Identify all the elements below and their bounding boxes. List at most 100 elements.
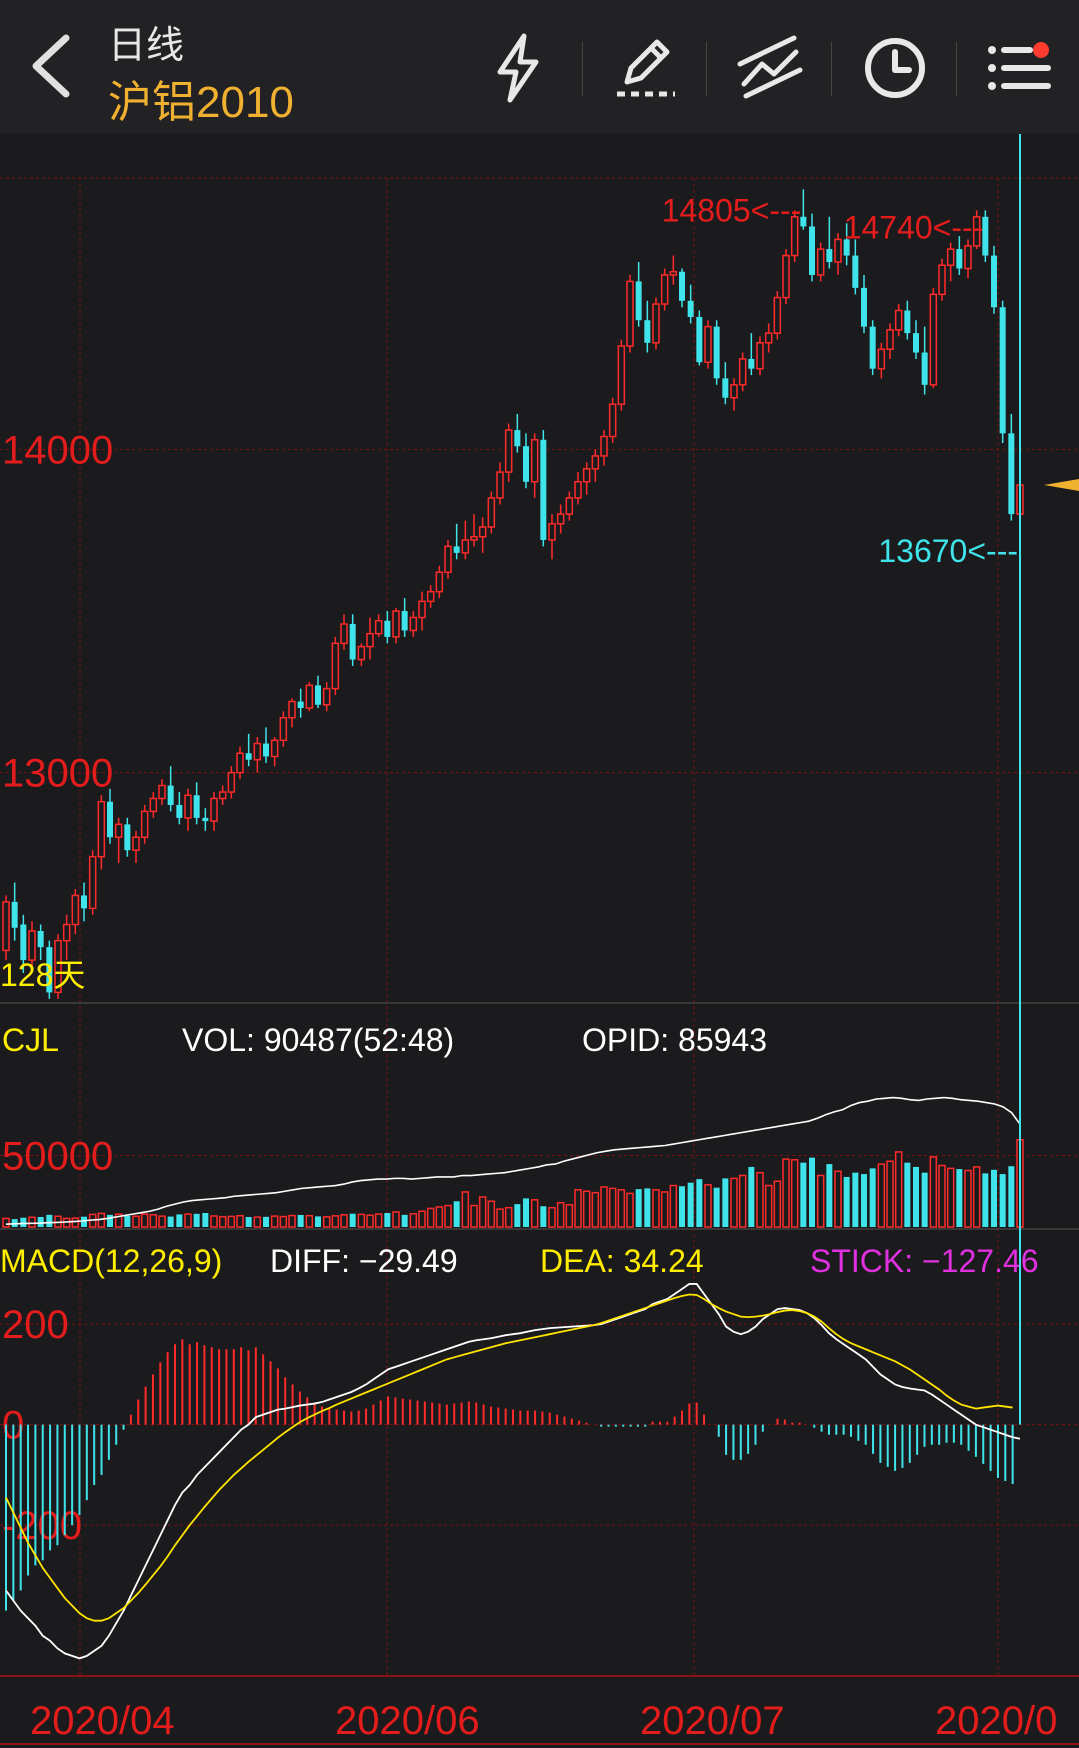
candle — [487, 497, 496, 528]
candle — [478, 526, 487, 538]
candle — [114, 823, 123, 839]
candle — [730, 384, 738, 399]
volume-bar — [288, 1214, 296, 1228]
candle — [913, 333, 919, 353]
candle — [972, 216, 981, 247]
candle — [904, 310, 911, 334]
volume-bar — [504, 1206, 513, 1228]
volume-bar — [46, 1214, 53, 1227]
volume-bar — [435, 1206, 444, 1228]
toolbar-divider — [956, 42, 957, 96]
y-tick-label: 50000 — [2, 1135, 113, 1179]
back-chevron-icon — [32, 34, 70, 98]
candle — [738, 358, 747, 386]
volume-bar — [669, 1184, 678, 1228]
candle — [816, 248, 825, 276]
candle — [556, 513, 565, 525]
volume-bar — [270, 1215, 279, 1228]
candle — [409, 616, 418, 632]
candle — [929, 293, 938, 386]
candle — [158, 784, 166, 800]
candle — [982, 216, 989, 256]
candle — [297, 701, 304, 708]
volume-bar — [107, 1214, 113, 1227]
macd-stick-value: STICK: −127.46 — [810, 1243, 1039, 1279]
candle — [843, 239, 850, 256]
macd-diff-line — [5, 1283, 1021, 1660]
candle — [46, 947, 53, 993]
candle — [349, 623, 356, 660]
volume-bar — [704, 1184, 712, 1228]
candle — [227, 771, 236, 793]
volume-bar — [384, 1212, 391, 1227]
menu-button[interactable] — [980, 28, 1060, 108]
volume-bar — [202, 1212, 209, 1227]
candle — [176, 804, 183, 818]
volume-bar — [487, 1200, 496, 1228]
volume-bar — [946, 1167, 955, 1228]
candle — [315, 685, 321, 705]
candle — [444, 545, 452, 574]
volume-bar — [713, 1187, 720, 1227]
volume-bar — [938, 1164, 946, 1228]
candle — [800, 216, 807, 227]
volume-bar — [114, 1213, 123, 1228]
candle — [713, 326, 720, 379]
candle — [140, 810, 149, 839]
macd-title: MACD(12,26,9) — [0, 1243, 222, 1279]
back-button[interactable] — [18, 26, 88, 106]
candle — [756, 342, 764, 370]
candle — [218, 791, 227, 800]
lightning-button[interactable] — [478, 28, 558, 108]
volume-bar — [999, 1174, 1006, 1227]
volume-bar — [184, 1213, 192, 1228]
trend-lines-icon — [737, 35, 803, 99]
candle — [773, 296, 782, 334]
menu-list-icon — [988, 46, 1051, 90]
volume-bar — [218, 1215, 227, 1228]
volume-bar — [279, 1215, 288, 1228]
futures-chart[interactable]: 14000 13000 14805<--- 14740<--- 13670<--- 128… — [0, 134, 1079, 1748]
high-price-annotation: 14805<--- — [662, 192, 802, 228]
candle — [852, 255, 859, 288]
candle — [496, 471, 504, 499]
candle — [288, 700, 296, 719]
volume-bar — [158, 1215, 166, 1228]
candle — [600, 435, 608, 457]
volume-bar — [426, 1207, 435, 1228]
volume-bar — [591, 1191, 600, 1228]
volume-bar — [461, 1191, 470, 1228]
x-tick-label: 2020/04 — [30, 1699, 175, 1743]
candle — [184, 794, 192, 819]
candle — [71, 894, 80, 926]
candle — [167, 785, 174, 805]
volume-bar — [722, 1178, 729, 1227]
volume-bar — [556, 1201, 565, 1228]
volume-bar — [861, 1174, 867, 1227]
volume-bar — [991, 1169, 997, 1227]
volume-bar — [582, 1190, 591, 1228]
candle — [270, 739, 279, 758]
volume-bar — [644, 1188, 651, 1227]
candle — [679, 271, 685, 301]
history-button[interactable] — [855, 28, 935, 108]
draw-button[interactable] — [605, 28, 685, 108]
toolbar-divider — [831, 42, 832, 96]
volume-bar — [869, 1168, 876, 1227]
y-tick-label: 13000 — [2, 752, 113, 796]
candle — [894, 309, 903, 331]
volume-bar — [132, 1215, 140, 1228]
open-interest-line — [5, 1096, 1021, 1225]
volume-bar — [297, 1214, 304, 1227]
volume-bar — [738, 1174, 747, 1228]
indicator-button[interactable] — [730, 28, 810, 108]
toolbar-divider — [706, 42, 707, 96]
volume-bar — [826, 1164, 833, 1227]
volume-bar — [245, 1216, 252, 1227]
volume-bar — [834, 1170, 842, 1228]
volume-bar — [263, 1216, 269, 1227]
macd-dea-line — [5, 1293, 1013, 1622]
volume-bar — [809, 1157, 815, 1227]
volume-bar — [37, 1216, 44, 1227]
volume-bar — [972, 1166, 981, 1228]
